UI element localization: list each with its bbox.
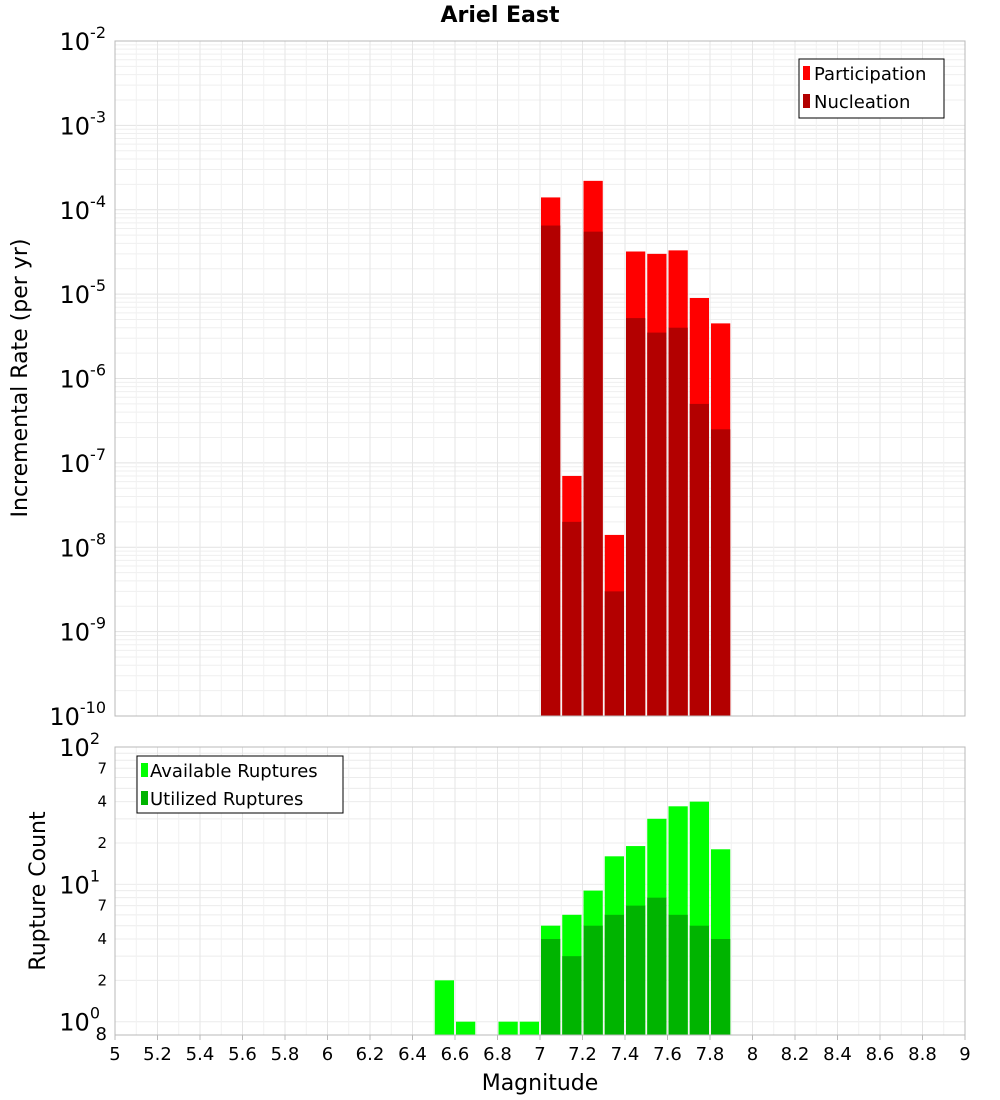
available-ruptures-bar [519, 1021, 539, 1035]
x-tick-label: 5.4 [186, 1044, 215, 1065]
nucleation-swatch [803, 94, 810, 108]
x-tick-label: 8 [747, 1044, 758, 1065]
bottom-grid [115, 747, 965, 1035]
available-ruptures-bar [498, 1021, 518, 1035]
x-tick-label: 7.8 [696, 1044, 725, 1065]
top-y-ticks: 10-2 10-3 10-4 10-5 10-6 10-7 10-8 10-9 10-10 [49, 23, 106, 731]
x-tick-label: 9 [959, 1044, 970, 1065]
top-legend-box [798, 58, 945, 119]
x-tick-label: 8.2 [781, 1044, 810, 1065]
top-y-tick-label: 10-4 [60, 192, 107, 225]
x-tick-label: 6.6 [441, 1044, 470, 1065]
utilized-ruptures-bar [647, 897, 667, 1035]
utilized-ruptures-bar [562, 956, 582, 1035]
x-axis: 5 5.2 5.4 5.6 5.8 6 6.2 6.4 6.6 6.8 7 7.2 7.4 7.6 7.8 8… [109, 1035, 971, 1065]
utilized-ruptures-bar [626, 905, 646, 1035]
top-grid [115, 41, 965, 716]
top-bars [541, 180, 731, 717]
x-tick-label: 6.2 [356, 1044, 385, 1065]
bottom-y-minor-tick-label: 4 [97, 793, 107, 811]
utilized-ruptures-bar [604, 914, 624, 1035]
top-y-axis-label: Incremental Rate (per yr) [8, 239, 33, 518]
x-tick-label: 7.6 [653, 1044, 682, 1065]
x-tick-label: 8.6 [866, 1044, 895, 1065]
nucleation-bar [562, 521, 582, 716]
top-y-tick-label: 10-9 [60, 614, 107, 647]
bottom-legend-box [136, 755, 344, 814]
x-tick-label: 7.2 [568, 1044, 597, 1065]
bottom-y-minor-tick-label: 7 [97, 897, 107, 915]
top-y-tick-label: 10-5 [60, 276, 107, 309]
chart-title: Ariel East [440, 3, 560, 28]
nucleation-bar [711, 429, 731, 716]
top-y-tick-label: 10-6 [60, 361, 107, 394]
x-tick-label: 8.8 [908, 1044, 937, 1065]
nucleation-bar [583, 231, 603, 716]
nucleation-bar [604, 591, 624, 716]
top-plot-frame [114, 40, 966, 717]
x-tick-label: 7 [534, 1044, 545, 1065]
bottom-y-minor-tick-label: 7 [97, 759, 107, 777]
bottom-y-minor-tick-label: 4 [97, 930, 107, 948]
top-y-tick-label: 10-7 [60, 445, 107, 478]
available-swatch [141, 763, 148, 777]
bottom-y-major-tick-label: 102 [59, 729, 100, 762]
top-y-tick-label: 10-2 [60, 23, 107, 56]
bottom-y-minor-tick-label: 8 [96, 1024, 107, 1045]
available-ruptures-bar [434, 980, 454, 1035]
bottom-y-minor-tick-label: 2 [97, 834, 107, 852]
x-tick-label: 7.4 [611, 1044, 640, 1065]
nucleation-bar [647, 332, 667, 716]
utilized-ruptures-bar [583, 925, 603, 1035]
bottom-y-major-tick-label: 100 [59, 1004, 100, 1037]
utilized-ruptures-bar [668, 914, 688, 1035]
bottom-bars [434, 801, 731, 1035]
bottom-y-minor-tick-label: 2 [97, 971, 107, 989]
x-tick-label: 6.4 [398, 1044, 427, 1065]
top-y-tick-label: 10-3 [60, 107, 107, 140]
nucleation-legend-label: Nucleation [814, 92, 910, 113]
bottom-legend: Available Ruptures Utilized Ruptures [136, 755, 344, 814]
utilized-ruptures-bar [689, 925, 709, 1035]
bottom-y-ticks: 102 101 100 7 4 2 7 4 2 8 [59, 729, 107, 1045]
nucleation-bar [689, 403, 709, 716]
x-tick-label: 6 [322, 1044, 333, 1065]
x-tick-label: 5.6 [228, 1044, 257, 1065]
top-y-tick-label: 10-8 [60, 529, 107, 562]
nucleation-bar [541, 225, 561, 716]
x-tick-label: 5 [109, 1044, 120, 1065]
available-legend-label: Available Ruptures [150, 761, 318, 782]
available-ruptures-bar [456, 1021, 476, 1035]
x-tick-label: 5.8 [271, 1044, 300, 1065]
nucleation-bar [626, 318, 646, 716]
utilized-legend-label: Utilized Ruptures [150, 789, 303, 810]
x-tick-label: 8.4 [823, 1044, 852, 1065]
x-tick-label: 5.2 [143, 1044, 172, 1065]
utilized-ruptures-bar [711, 939, 731, 1035]
bottom-y-major-tick-label: 101 [59, 866, 100, 899]
bottom-y-axis-label: Rupture Count [26, 811, 51, 971]
bottom-plot-panel: 102 101 100 7 4 2 7 4 2 8 Rupture Count Available R… [26, 729, 966, 1045]
utilized-ruptures-bar [541, 939, 561, 1035]
top-plot-panel: 10-2 10-3 10-4 10-5 10-6 10-7 10-8 10-9 10-10 Inc… [8, 23, 966, 731]
participation-swatch [803, 66, 810, 80]
x-axis-label: Magnitude [482, 1071, 599, 1096]
top-legend: Participation Nucleation [798, 58, 945, 119]
top-y-tick-label: 10-10 [49, 698, 106, 731]
utilized-swatch [141, 791, 148, 805]
x-tick-label: 6.8 [483, 1044, 512, 1065]
nucleation-bar [668, 327, 688, 716]
participation-legend-label: Participation [814, 64, 926, 85]
